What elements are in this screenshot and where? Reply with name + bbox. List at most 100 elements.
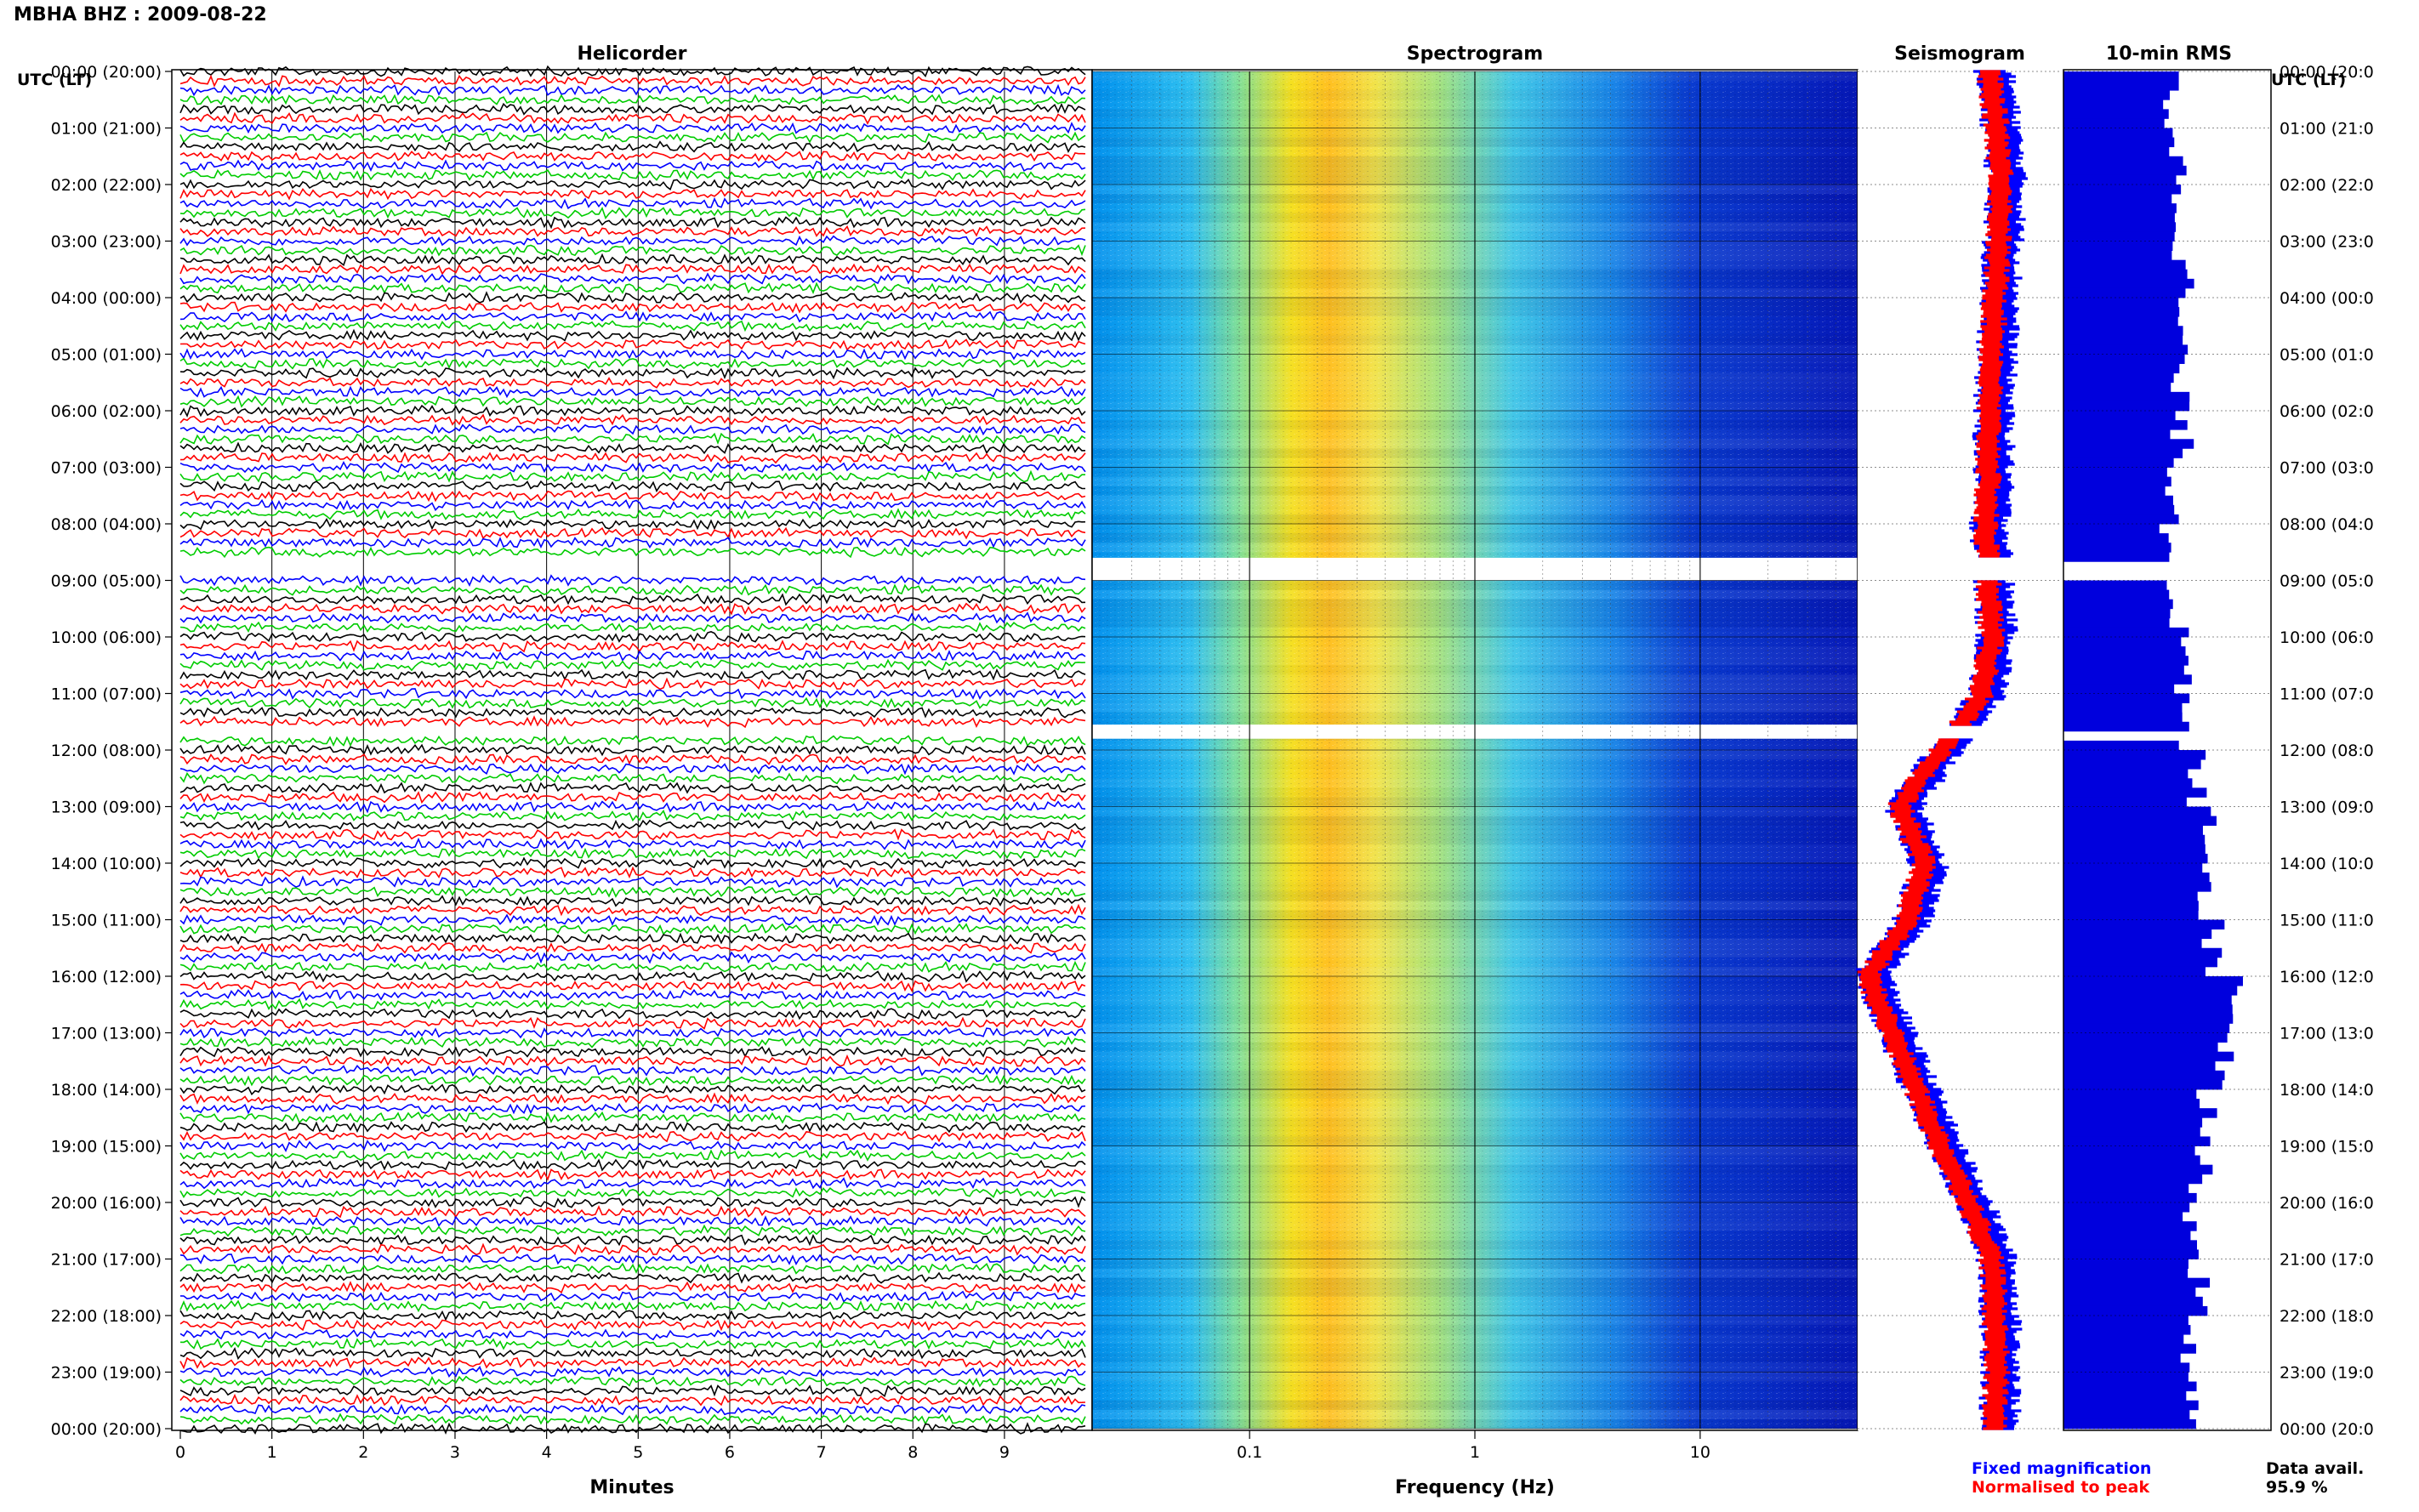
- rms-bar: [2063, 174, 2177, 185]
- helicorder-trace: [179, 272, 1086, 285]
- helicorder-trace: [179, 432, 1086, 446]
- rms-bar: [2063, 335, 2183, 345]
- rms-bar: [2063, 1400, 2199, 1411]
- rms-bar: [2063, 1296, 2203, 1307]
- rms-bar: [2063, 185, 2182, 195]
- rms-bar: [2063, 316, 2178, 327]
- minute-tick-label: 8: [908, 1443, 918, 1462]
- rms-bar: [2063, 769, 2188, 779]
- helicorder-trace: [179, 960, 1086, 973]
- panel-title-helicorder: Helicorder: [578, 43, 687, 65]
- hour-label-right: 00:00 (20:0: [2280, 63, 2374, 82]
- rms-bar: [2063, 910, 2199, 920]
- minute-tick-label: 4: [542, 1443, 552, 1462]
- rms-bar: [2063, 750, 2206, 760]
- helicorder-trace: [179, 526, 1086, 540]
- utc-label-right: UTC (LT): [2271, 71, 2346, 89]
- rms-bar: [2063, 298, 2179, 308]
- hour-label-left: 12:00 (08:00): [51, 742, 162, 760]
- helicorder-trace: [179, 1328, 1086, 1341]
- hour-label-right: 07:00 (03:0: [2280, 459, 2374, 478]
- rms-bar: [2063, 873, 2210, 883]
- helicorder-trace: [179, 828, 1086, 842]
- helicorder-trace: [179, 1233, 1086, 1247]
- rms-bar: [2063, 919, 2225, 929]
- rms-bar: [2063, 137, 2175, 148]
- helicorder-trace: [179, 1196, 1086, 1208]
- hour-label-left: 05:00 (01:00): [51, 346, 162, 365]
- rms-bar: [2063, 146, 2170, 157]
- rms-bar: [2063, 1032, 2228, 1043]
- rms-bar: [2063, 222, 2177, 232]
- helicorder-trace: [179, 94, 1086, 105]
- rms-bar: [2063, 712, 2183, 723]
- minute-tick-label: 5: [633, 1443, 643, 1462]
- helicorder-trace: [179, 179, 1086, 190]
- helicorder-trace: [179, 791, 1086, 804]
- hour-labels: 00:00 (20:00) 01:00 (21:00) 02:00 (22:00) 0…: [51, 63, 2374, 1439]
- minute-tick-label: 7: [817, 1443, 827, 1462]
- helicorder-trace: [179, 1271, 1086, 1284]
- helicorder-trace: [179, 310, 1086, 323]
- rms-bar: [2063, 448, 2183, 458]
- helicorder-trace: [179, 452, 1086, 464]
- rms-bar: [2063, 957, 2217, 968]
- rms-bar: [2063, 165, 2187, 176]
- rms-bar: [2063, 806, 2211, 816]
- helicorder-trace: [179, 74, 1086, 88]
- hour-label-right: 22:00 (18:0: [2280, 1307, 2374, 1326]
- rms-bar: [2063, 1023, 2230, 1033]
- hour-label-left: 18:00 (14:00): [51, 1081, 162, 1100]
- seismogram-normalised-envelope: [1857, 70, 2014, 1430]
- hour-label-right: 20:00 (16:0: [2280, 1194, 2374, 1213]
- hour-label-right: 15:00 (11:0: [2280, 912, 2374, 930]
- helicorder-trace: [179, 753, 1086, 766]
- helicorder-trace: [179, 187, 1086, 201]
- helicorder-trace: [179, 715, 1086, 729]
- rms-bar: [2063, 646, 2186, 657]
- rms-bar: [2063, 637, 2182, 647]
- helicorder-trace: [179, 913, 1086, 926]
- rms-bar: [2063, 759, 2201, 770]
- rms-bar: [2063, 533, 2169, 543]
- helicorder-trace: [179, 923, 1086, 935]
- helicorder-trace: [179, 1168, 1086, 1181]
- rms-bar: [2063, 844, 2206, 855]
- rms-bar: [2063, 486, 2166, 497]
- helicorder-trace: [179, 1253, 1086, 1266]
- rms-bar: [2063, 269, 2188, 280]
- rms-bar: [2063, 1231, 2191, 1241]
- helicorder-trace: [179, 102, 1086, 116]
- helicorder-trace: [179, 480, 1086, 493]
- helicorder-trace: [179, 998, 1086, 1010]
- rms-bar: [2063, 1099, 2200, 1109]
- hour-label-left: 17:00 (13:00): [51, 1025, 162, 1043]
- rms-bar: [2063, 589, 2170, 600]
- rms-bar: [2063, 1353, 2181, 1363]
- hour-label-right: 19:00 (15:0: [2280, 1138, 2374, 1157]
- hour-label-left: 23:00 (19:00): [51, 1364, 162, 1383]
- rms-bar: [2063, 882, 2211, 892]
- helicorder-trace: [179, 291, 1086, 304]
- rms-bar: [2063, 203, 2177, 213]
- minute-tick-label: 1: [267, 1443, 277, 1462]
- rms-bar: [2063, 1004, 2233, 1015]
- helicorder-trace: [179, 244, 1086, 257]
- rms-bar: [2063, 420, 2188, 430]
- rms-bar: [2063, 1325, 2191, 1335]
- hour-label-left: 10:00 (06:00): [51, 628, 162, 647]
- hour-label-right: 09:00 (05:0: [2280, 572, 2374, 591]
- utc-label-left: UTC (LT): [17, 71, 92, 89]
- minute-tick-label: 2: [358, 1443, 368, 1462]
- rms-bar: [2063, 1164, 2213, 1175]
- helicorder-trace: [179, 1177, 1086, 1190]
- rms-bar: [2063, 1381, 2197, 1392]
- rms-bar: [2063, 976, 2243, 986]
- rms-bar: [2063, 674, 2192, 685]
- rms-bar: [2063, 721, 2189, 732]
- rms-bar: [2063, 109, 2169, 119]
- hour-label-left: 21:00 (17:00): [51, 1251, 162, 1270]
- helicorder-trace: [179, 1036, 1086, 1049]
- helicorder-trace: [179, 980, 1086, 993]
- helicorder-trace: [179, 441, 1086, 455]
